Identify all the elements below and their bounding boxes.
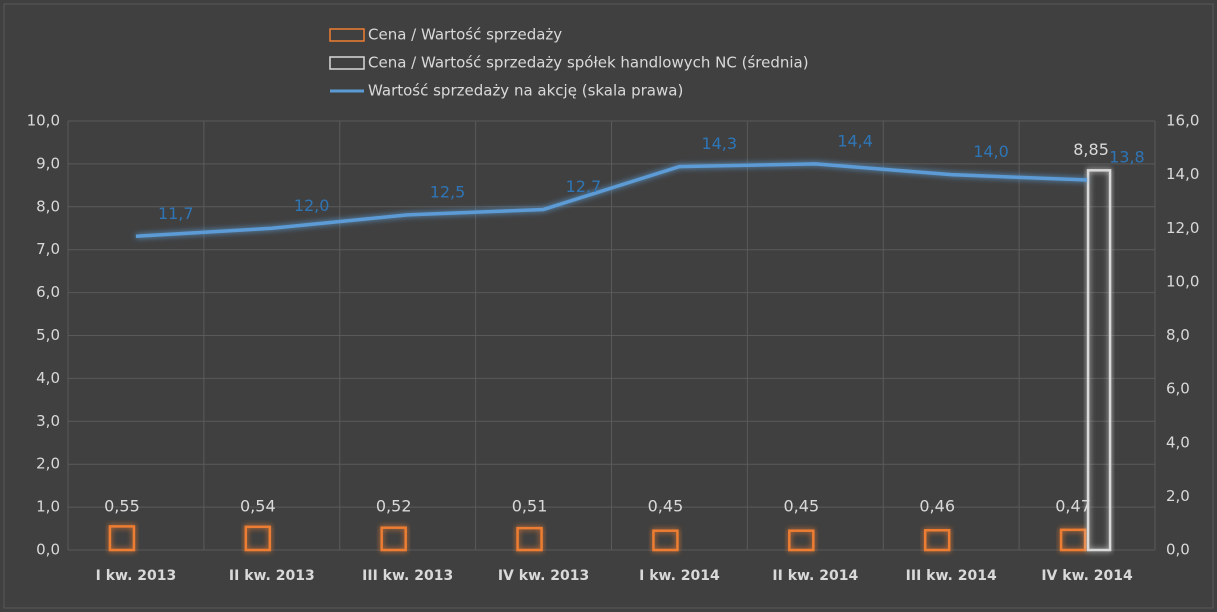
x-tick-label: IV kw. 2014 [1041, 568, 1133, 584]
bar [1059, 528, 1087, 552]
x-tick-label: II kw. 2014 [772, 568, 858, 584]
data-label: 13,8 [1109, 147, 1145, 166]
x-tick-label: I kw. 2014 [639, 568, 720, 584]
bar [516, 526, 543, 552]
bar [923, 529, 951, 552]
legend-label: Cena / Wartość sprzedaży [368, 26, 562, 44]
y2-tick-label: 14,0 [1166, 165, 1199, 183]
data-label: 11,7 [158, 204, 194, 223]
x-tick-label: II kw. 2013 [229, 568, 315, 584]
data-label: 0,52 [376, 497, 412, 516]
y-tick-label: 3,0 [36, 412, 60, 430]
bar [244, 525, 272, 552]
bar [652, 529, 679, 552]
y2-tick-label: 2,0 [1166, 487, 1190, 505]
y-tick-label: 2,0 [36, 455, 60, 473]
data-label: 0,55 [104, 497, 140, 516]
data-label: 12,0 [294, 196, 330, 215]
bar [380, 526, 407, 552]
y-tick-label: 7,0 [36, 240, 60, 258]
y-tick-label: 5,0 [36, 326, 60, 344]
y2-tick-label: 8,0 [1166, 326, 1190, 344]
legend-symbol [329, 28, 365, 42]
y-tick-label: 10,0 [27, 112, 60, 130]
data-label: 0,47 [1055, 497, 1091, 516]
data-label: 14,0 [973, 142, 1009, 161]
bar [788, 529, 815, 552]
data-label: 0,46 [919, 497, 955, 516]
y-tick-label: 9,0 [36, 154, 60, 172]
legend-symbol [329, 56, 365, 70]
line [135, 162, 1088, 239]
x-tick-label: III kw. 2013 [362, 568, 453, 584]
data-label: 0,45 [648, 497, 684, 516]
data-label: 0,51 [512, 497, 548, 516]
x-tick-label: III kw. 2014 [906, 568, 997, 584]
bar [108, 525, 136, 552]
y2-tick-label: 16,0 [1166, 112, 1199, 130]
data-label: 0,45 [784, 497, 820, 516]
data-label: 0,54 [240, 497, 276, 516]
data-label: 14,3 [701, 134, 737, 153]
data-label: 8,85 [1073, 140, 1109, 159]
x-tick-label: IV kw. 2013 [498, 568, 589, 584]
y-tick-label: 0,0 [36, 541, 60, 559]
x-tick-label: I kw. 2013 [96, 568, 177, 584]
y2-tick-label: 0,0 [1166, 541, 1190, 559]
data-label: 14,4 [837, 131, 873, 150]
y-tick-label: 8,0 [36, 197, 60, 215]
frame [3, 3, 1214, 609]
data-label: 12,5 [430, 182, 466, 201]
y2-tick-label: 10,0 [1166, 272, 1199, 290]
y-tick-label: 1,0 [36, 498, 60, 516]
legend-label: Wartość sprzedaży na akcję (skala prawa) [368, 82, 683, 100]
bar [1086, 169, 1112, 552]
y-tick-label: 4,0 [36, 369, 60, 387]
y2-tick-label: 4,0 [1166, 433, 1190, 451]
y-tick-label: 6,0 [36, 283, 60, 301]
legend-label: Cena / Wartość sprzedaży spółek handlowy… [368, 54, 809, 72]
data-label: 12,7 [566, 177, 602, 196]
y2-tick-label: 12,0 [1166, 219, 1199, 237]
y2-tick-label: 6,0 [1166, 380, 1190, 398]
